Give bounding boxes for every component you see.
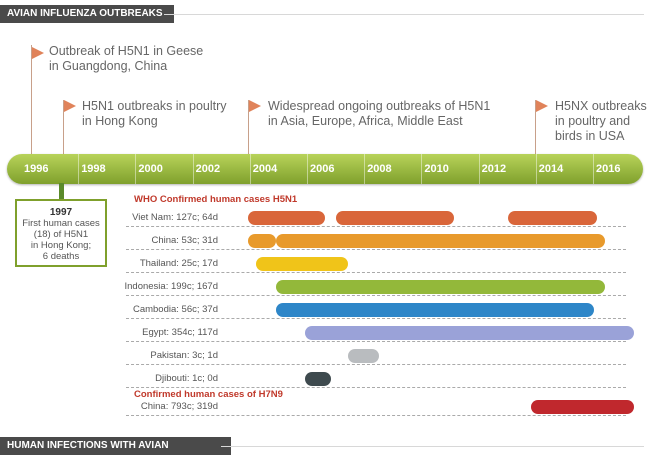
box-1997-line2: (18) of H5N1 bbox=[33, 229, 89, 240]
flag-icon bbox=[249, 100, 261, 112]
h7n9-section-title: Confirmed human cases of H7N9 bbox=[134, 389, 283, 400]
country-label: China: 53c; 31d bbox=[151, 235, 218, 246]
country-label: Pakistan: 3c; 1d bbox=[150, 350, 218, 361]
year-tick bbox=[593, 154, 594, 184]
country-label: Djibouti: 1c; 0d bbox=[155, 373, 218, 384]
case-period-bar bbox=[530, 400, 634, 414]
country-label: Thailand: 25c; 17d bbox=[139, 258, 218, 269]
row-guide-line bbox=[126, 364, 626, 365]
case-period-bar bbox=[347, 349, 380, 363]
box-1997-connector bbox=[59, 183, 64, 199]
case-period-bar bbox=[304, 326, 634, 340]
case-period-bar bbox=[276, 280, 606, 294]
year-label: 1996 bbox=[24, 163, 49, 175]
year-tick bbox=[249, 154, 251, 184]
header-rule bbox=[164, 14, 644, 15]
event-4-line3: birds in USA bbox=[555, 129, 625, 143]
first-human-cases-box: 1997 First human cases (18) of H5N1 in H… bbox=[15, 199, 107, 267]
event-pole-3 bbox=[248, 100, 249, 155]
year-tick bbox=[78, 154, 80, 184]
event-3: Widespread ongoing outbreaks of H5N1 in … bbox=[268, 99, 490, 129]
country-label: Indonesia: 199c; 167d bbox=[124, 281, 219, 292]
row-guide-line bbox=[126, 272, 626, 273]
event-4-line1: H5NX outbreaks bbox=[555, 99, 647, 113]
case-period-bar bbox=[276, 303, 594, 317]
year-tick bbox=[192, 154, 194, 184]
case-period-bar bbox=[304, 372, 331, 386]
box-1997-line1: First human cases bbox=[22, 218, 100, 229]
event-pole-2 bbox=[63, 100, 64, 155]
header-rule-bottom bbox=[221, 446, 644, 447]
box-1997-line3: in Hong Kong; bbox=[30, 240, 92, 251]
year-tick bbox=[535, 154, 537, 184]
case-period-bar bbox=[507, 211, 597, 225]
case-period-bar bbox=[276, 234, 606, 248]
event-2-line2: in Hong Kong bbox=[82, 114, 158, 128]
row-guide-line bbox=[126, 295, 626, 296]
row-guide-line bbox=[126, 415, 626, 416]
row-guide-line bbox=[126, 387, 626, 388]
case-period-bar bbox=[247, 234, 277, 248]
row-guide-line bbox=[126, 249, 626, 250]
event-1-line1: Outbreak of H5N1 in Geese bbox=[49, 44, 204, 58]
event-4-line2: in poultry and bbox=[555, 114, 631, 128]
country-label: Egypt: 354c; 117d bbox=[142, 327, 218, 338]
year-tick bbox=[421, 154, 423, 184]
case-period-bar bbox=[336, 211, 454, 225]
country-label: Cambodia: 56c; 37d bbox=[132, 304, 218, 315]
case-period-bar bbox=[256, 257, 348, 271]
year-tick bbox=[364, 154, 366, 184]
box-1997-line4: 6 deaths bbox=[42, 251, 80, 262]
section-header-human-infections: HUMAN INFECTIONS WITH AVIAN INFLUENZA bbox=[0, 437, 231, 469]
event-pole-1 bbox=[31, 45, 32, 155]
flag-icon bbox=[64, 100, 76, 112]
year-label: 2002 bbox=[195, 163, 221, 175]
event-1: Outbreak of H5N1 in Geese in Guangdong, … bbox=[49, 44, 203, 74]
year-label: 2000 bbox=[138, 163, 163, 175]
section-header-outbreaks: AVIAN INFLUENZA OUTBREAKS bbox=[0, 5, 174, 23]
year-tick bbox=[135, 154, 137, 184]
year-label: 2008 bbox=[367, 163, 392, 175]
h5n1-section-title: WHO Confirmed human cases H5N1 bbox=[134, 194, 298, 205]
event-4: H5NX outbreaks in poultry and birds in U… bbox=[555, 99, 647, 144]
year-label: 2016 bbox=[596, 163, 621, 175]
flag-icon bbox=[32, 47, 44, 59]
country-label: Viet Nam: 127c; 64d bbox=[132, 212, 218, 223]
case-period-bar bbox=[247, 211, 325, 225]
year-tick bbox=[478, 154, 480, 184]
row-guide-line bbox=[126, 318, 626, 319]
event-3-line1: Widespread ongoing outbreaks of H5N1 bbox=[268, 99, 491, 113]
box-1997-year: 1997 bbox=[49, 207, 73, 218]
event-1-line2: in Guangdong, China bbox=[49, 59, 168, 73]
event-pole-4 bbox=[535, 100, 536, 155]
year-label: 2004 bbox=[252, 163, 278, 175]
country-label: China: 793c; 319d bbox=[140, 401, 218, 412]
event-3-line2: in Asia, Europe, Africa, Middle East bbox=[268, 114, 463, 128]
row-guide-line bbox=[126, 341, 626, 342]
event-2-line1: H5N1 outbreaks in poultry bbox=[82, 99, 227, 113]
year-tick bbox=[307, 154, 308, 184]
row-guide-line bbox=[126, 226, 626, 227]
flag-icon bbox=[536, 100, 548, 112]
year-label: 2006 bbox=[310, 163, 335, 175]
year-label: 2014 bbox=[538, 163, 564, 175]
year-label: 2012 bbox=[481, 163, 507, 175]
event-2: H5N1 outbreaks in poultry in Hong Kong bbox=[82, 99, 227, 129]
year-label: 2010 bbox=[424, 163, 449, 175]
year-label: 1998 bbox=[81, 163, 106, 175]
timeline-bar bbox=[7, 154, 643, 184]
